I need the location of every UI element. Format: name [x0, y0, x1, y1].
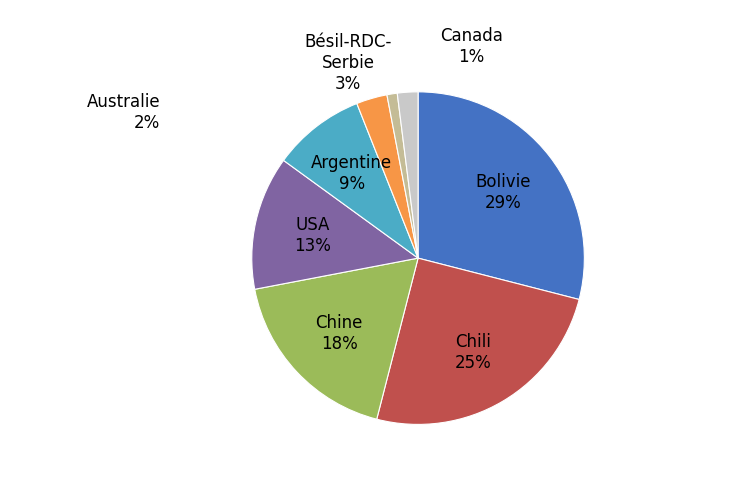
Wedge shape	[255, 258, 418, 419]
Text: Australie
2%: Australie 2%	[87, 93, 160, 132]
Text: Bolivie
29%: Bolivie 29%	[476, 173, 531, 212]
Wedge shape	[418, 92, 584, 300]
Text: Chili
25%: Chili 25%	[455, 332, 492, 371]
Text: Argentine
9%: Argentine 9%	[311, 154, 392, 193]
Wedge shape	[376, 258, 579, 424]
Wedge shape	[357, 96, 418, 258]
Wedge shape	[398, 92, 418, 258]
Text: Canada
1%: Canada 1%	[440, 27, 503, 65]
Text: USA
13%: USA 13%	[294, 216, 331, 255]
Text: Chine
18%: Chine 18%	[316, 313, 363, 352]
Wedge shape	[284, 105, 418, 258]
Wedge shape	[387, 94, 418, 258]
Wedge shape	[252, 161, 418, 290]
Text: Bésil-RDC-
Serbie
3%: Bésil-RDC- Serbie 3%	[304, 33, 392, 92]
